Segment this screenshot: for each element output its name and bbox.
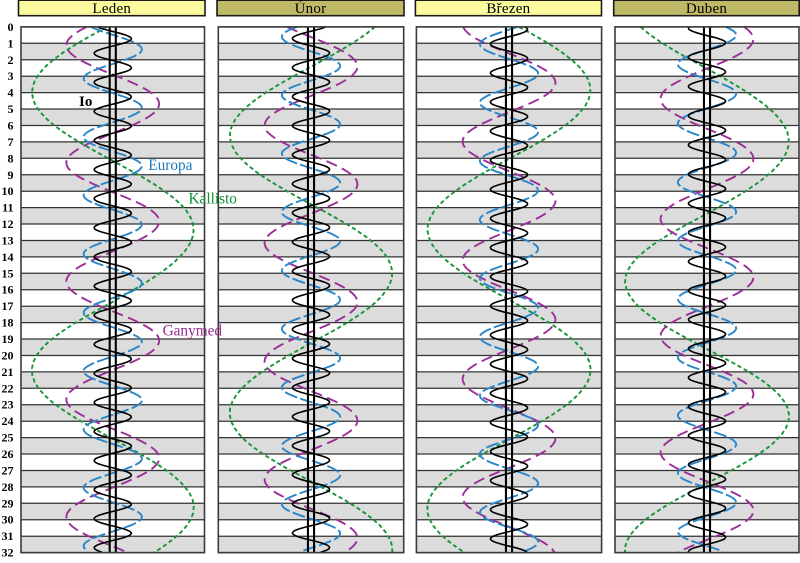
svg-text:Io: Io	[79, 94, 92, 110]
svg-text:30: 30	[2, 513, 14, 527]
svg-text:Kallisto: Kallisto	[189, 191, 238, 208]
svg-text:Únor: Únor	[295, 0, 327, 17]
svg-text:4: 4	[8, 86, 14, 100]
svg-text:10: 10	[2, 184, 14, 198]
svg-text:8: 8	[8, 151, 14, 165]
svg-text:26: 26	[2, 447, 14, 461]
svg-text:14: 14	[2, 250, 14, 264]
svg-text:27: 27	[2, 464, 14, 478]
svg-text:20: 20	[2, 349, 14, 363]
svg-text:15: 15	[2, 266, 14, 280]
svg-text:Březen: Březen	[486, 1, 530, 17]
svg-text:17: 17	[2, 299, 14, 313]
svg-text:18: 18	[2, 316, 14, 330]
svg-text:24: 24	[2, 414, 14, 428]
svg-text:31: 31	[2, 529, 14, 543]
svg-text:5: 5	[8, 102, 14, 116]
svg-text:11: 11	[2, 201, 13, 215]
svg-text:6: 6	[8, 119, 14, 133]
svg-text:28: 28	[2, 480, 14, 494]
svg-text:23: 23	[2, 398, 14, 412]
svg-text:21: 21	[2, 365, 14, 379]
svg-text:3: 3	[8, 69, 14, 83]
svg-text:12: 12	[2, 217, 14, 231]
svg-text:Europa: Europa	[148, 157, 192, 174]
svg-text:32: 32	[2, 546, 14, 558]
svg-text:Ganymed: Ganymed	[163, 323, 223, 340]
svg-text:2: 2	[8, 53, 14, 67]
svg-text:9: 9	[8, 168, 14, 182]
svg-text:0: 0	[8, 20, 14, 34]
svg-text:7: 7	[8, 135, 14, 149]
svg-text:29: 29	[2, 496, 14, 510]
svg-text:Duben: Duben	[686, 1, 727, 17]
svg-text:13: 13	[2, 234, 14, 248]
svg-text:25: 25	[2, 431, 14, 445]
svg-text:22: 22	[2, 381, 14, 395]
svg-text:Leden: Leden	[92, 1, 131, 17]
svg-text:16: 16	[2, 283, 14, 297]
svg-text:1: 1	[8, 36, 14, 50]
svg-text:19: 19	[2, 332, 14, 346]
